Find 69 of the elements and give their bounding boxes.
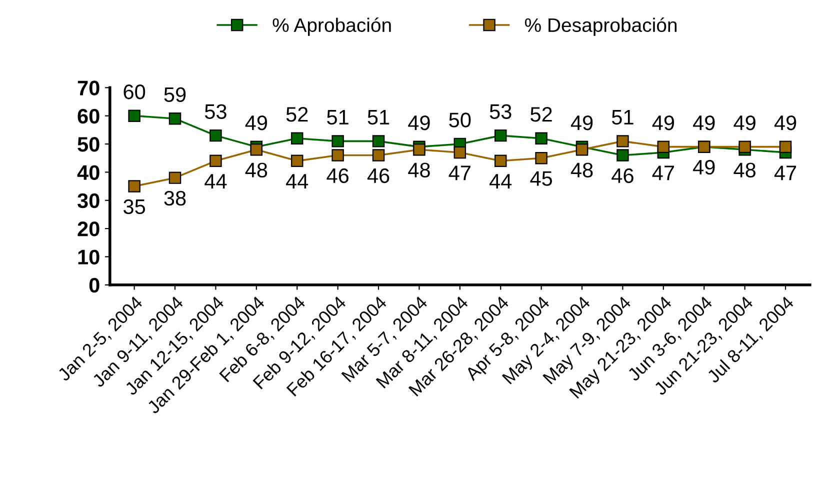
- data-label: 53: [204, 104, 226, 119]
- legend-label: % Desaprobación: [524, 18, 677, 36]
- data-label: 60: [124, 84, 146, 100]
- data-label: 49: [734, 115, 756, 130]
- data-label: 48: [570, 162, 593, 178]
- y-tick-label: 40: [77, 165, 100, 180]
- point: [657, 140, 670, 153]
- y-tick-label: 0: [89, 278, 100, 293]
- point: [168, 172, 182, 184]
- data-label: 52: [530, 107, 552, 122]
- y-tick-label: 10: [78, 250, 100, 264]
- point: [738, 140, 751, 153]
- data-label: 44: [286, 174, 308, 189]
- point: [332, 149, 344, 162]
- point: [291, 154, 304, 168]
- point: [168, 112, 182, 125]
- data-label: 44: [204, 174, 227, 189]
- y-tick-label: 50: [78, 137, 100, 152]
- point: [576, 144, 588, 156]
- data-label: 45: [530, 171, 552, 186]
- data-label: 50: [449, 112, 471, 128]
- point: [779, 140, 792, 153]
- y-tick-label: 70: [78, 80, 100, 96]
- point: [372, 135, 385, 148]
- data-label: 48: [408, 162, 430, 178]
- data-label: 52: [286, 107, 308, 122]
- point: [535, 152, 548, 164]
- data-label: 59: [164, 87, 186, 102]
- point: [494, 129, 507, 142]
- data-label: 35: [124, 199, 146, 214]
- point: [291, 132, 304, 144]
- data-label: 49: [693, 115, 715, 130]
- data-label: 51: [368, 110, 390, 125]
- point: [535, 132, 548, 144]
- data-label: 49: [693, 160, 715, 175]
- data-label: 47: [652, 166, 674, 180]
- data-label: 38: [164, 190, 186, 206]
- data-label: 48: [734, 162, 756, 178]
- data-label: 46: [326, 168, 348, 184]
- data-label: 46: [612, 168, 634, 184]
- point: [616, 135, 629, 148]
- data-label: 49: [408, 115, 430, 130]
- data-label: 49: [652, 115, 674, 130]
- data-label: 47: [774, 166, 796, 180]
- data-label: 48: [245, 162, 268, 178]
- data-label: 53: [490, 104, 512, 119]
- point: [616, 149, 629, 162]
- legend-label: % Aprobación: [272, 18, 391, 36]
- data-label: 49: [570, 115, 593, 130]
- y-tick-label: 20: [78, 222, 100, 236]
- data-label: 49: [245, 115, 268, 130]
- y-tick-label: 30: [77, 193, 100, 208]
- data-label: 49: [774, 115, 796, 130]
- data-label: 51: [612, 110, 634, 125]
- point: [413, 144, 426, 156]
- point: [454, 146, 466, 159]
- data-label: 44: [490, 174, 512, 189]
- point: [332, 135, 344, 148]
- point: [210, 129, 222, 142]
- y-tick-label: 60: [78, 108, 100, 124]
- point: [372, 149, 385, 162]
- point: [128, 110, 140, 122]
- point: [210, 154, 222, 168]
- point: [128, 180, 140, 192]
- point: [250, 144, 263, 156]
- data-label: 46: [367, 168, 390, 184]
- data-label: 47: [448, 166, 470, 180]
- point: [494, 154, 507, 168]
- data-label: 51: [327, 110, 348, 125]
